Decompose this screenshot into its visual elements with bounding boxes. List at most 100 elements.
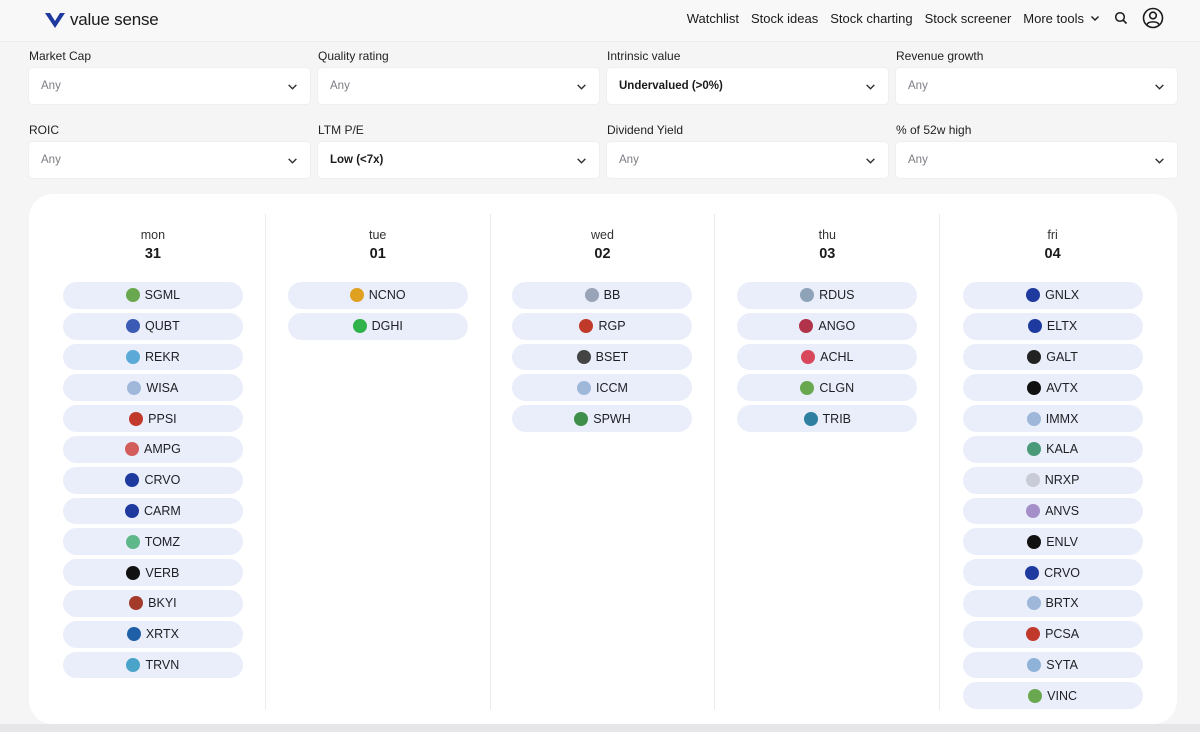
ticker-pill[interactable]: GNLX — [962, 282, 1143, 309]
ticker-pill[interactable]: TRVN — [62, 651, 243, 679]
company-logo-icon — [1026, 503, 1041, 518]
filter-value: Any — [619, 154, 639, 166]
ticker-pill[interactable]: KALA — [962, 435, 1143, 463]
company-logo-icon — [349, 288, 364, 303]
company-logo-icon — [1027, 657, 1042, 672]
filter-select-ltm-p-e[interactable]: Low (<7x) — [318, 142, 599, 178]
ticker-pill[interactable]: NRXP — [962, 466, 1143, 494]
ticker-pill[interactable]: ACHL — [737, 343, 918, 371]
nav-more-tools[interactable]: More tools — [1023, 11, 1100, 26]
ticker-pill[interactable]: RDUS — [737, 282, 918, 309]
ticker-pill[interactable]: BKYI — [62, 589, 243, 617]
filter-value: Any — [330, 80, 350, 92]
ticker-pill[interactable]: VINC — [962, 682, 1143, 710]
filter-select-market-cap[interactable]: Any — [29, 68, 310, 104]
company-logo-icon — [1027, 534, 1042, 549]
chevron-down-icon — [287, 155, 298, 166]
ticker-pill[interactable]: QUBT — [62, 312, 243, 340]
day-column-wed: wed 02 BB RGP BSET ICCM SPWH — [491, 214, 716, 710]
company-logo-icon — [1026, 411, 1041, 426]
ticker-pill[interactable]: BB — [512, 282, 693, 309]
company-logo-icon — [576, 349, 591, 364]
filter-select-of-52w-high[interactable]: Any — [896, 142, 1177, 178]
ticker-pill[interactable]: CRVO — [62, 466, 243, 494]
filter-select-revenue-growth[interactable]: Any — [896, 68, 1177, 104]
day-column-tue: tue 01 NCNO DGHI — [266, 214, 491, 710]
filter-revenue-growth: Revenue growth Any — [896, 48, 1177, 122]
ticker-pill[interactable]: AMPG — [62, 435, 243, 463]
nav-stock-charting[interactable]: Stock charting — [830, 10, 913, 26]
ticker-pill[interactable]: GALT — [962, 343, 1143, 371]
earnings-calendar: mon 31 SGML QUBT REKR WISA PPSI AMPG CRVO CARM TOM… — [29, 194, 1177, 724]
company-logo-icon — [124, 503, 139, 518]
filter-value: Any — [41, 80, 61, 92]
ticker-pill[interactable]: IMMX — [962, 405, 1143, 432]
company-logo-icon — [127, 380, 142, 395]
day-name: fri — [1047, 228, 1058, 242]
chevron-down-icon — [1154, 81, 1165, 92]
company-logo-icon — [1027, 319, 1042, 334]
filter-label: % of 52w high — [896, 123, 972, 137]
filter-quality-rating: Quality rating Any — [318, 48, 599, 122]
ticker-pill[interactable]: TOMZ — [62, 528, 243, 556]
ticker-symbol: CARM — [143, 503, 181, 518]
ticker-symbol: CRVO — [144, 473, 181, 488]
ticker-pill[interactable]: ENLV — [962, 528, 1143, 556]
ticker-pill[interactable]: AVTX — [962, 374, 1143, 402]
ticker-list: NCNO DGHI — [287, 282, 468, 340]
ticker-pill[interactable]: DGHI — [287, 312, 468, 340]
ticker-pill[interactable]: SPWH — [512, 405, 693, 432]
ticker-pill[interactable]: ICCM — [512, 374, 693, 402]
ticker-pill[interactable]: BRTX — [962, 589, 1143, 617]
ticker-pill[interactable]: CARM — [62, 497, 243, 525]
ticker-pill[interactable]: SYTA — [962, 651, 1143, 679]
filter-select-roic[interactable]: Any — [29, 142, 310, 178]
ticker-pill[interactable]: REKR — [62, 343, 243, 371]
filter-value: Low (<7x) — [330, 154, 384, 166]
filter-dividend-yield: Dividend Yield Any — [607, 122, 888, 196]
ticker-symbol: BKYI — [148, 596, 177, 611]
brand-logo[interactable]: value sense — [44, 9, 159, 31]
page-bottom-edge — [0, 724, 1200, 732]
ticker-pill[interactable]: BSET — [512, 343, 693, 371]
ticker-symbol: TOMZ — [144, 534, 180, 549]
search-icon[interactable] — [1114, 11, 1128, 25]
ticker-pill[interactable]: TRIB — [737, 405, 918, 432]
value-sense-logo-icon — [45, 13, 65, 28]
nav-stock-ideas[interactable]: Stock ideas — [751, 10, 819, 26]
ticker-symbol: ACHL — [820, 349, 854, 364]
ticker-pill[interactable]: ANVS — [962, 497, 1143, 525]
nav-more-tools-label: More tools — [1023, 10, 1084, 26]
ticker-pill[interactable]: CLGN — [737, 374, 918, 402]
nav-watchlist[interactable]: Watchlist — [686, 10, 740, 26]
filter-select-quality-rating[interactable]: Any — [318, 68, 599, 104]
ticker-symbol: NRXP — [1044, 473, 1080, 488]
user-icon[interactable] — [1142, 7, 1164, 29]
ticker-pill[interactable]: ANGO — [737, 312, 918, 340]
ticker-pill[interactable]: NCNO — [287, 282, 468, 309]
filter-value: Undervalued (>0%) — [619, 80, 723, 92]
ticker-pill[interactable]: CRVO — [962, 559, 1143, 586]
chevron-down-icon — [1154, 155, 1165, 166]
company-logo-icon — [352, 319, 367, 334]
ticker-symbol: WISA — [146, 380, 179, 395]
top-navigation-bar: value sense Watchlist Stock ideas Stock … — [0, 0, 1200, 42]
ticker-pill[interactable]: RGP — [512, 312, 693, 340]
ticker-symbol: RGP — [598, 319, 626, 334]
ticker-pill[interactable]: WISA — [62, 374, 243, 402]
chevron-down-icon — [576, 155, 587, 166]
company-logo-icon — [1026, 596, 1041, 611]
ticker-pill[interactable]: PPSI — [62, 405, 243, 432]
ticker-symbol: VERB — [145, 565, 180, 580]
ticker-pill[interactable]: ELTX — [962, 312, 1143, 340]
ticker-pill[interactable]: SGML — [62, 282, 243, 309]
filter-select-dividend-yield[interactable]: Any — [607, 142, 888, 178]
nav-stock-screener[interactable]: Stock screener — [924, 10, 1012, 26]
ticker-pill[interactable]: XRTX — [62, 620, 243, 648]
ticker-pill[interactable]: PCSA — [962, 620, 1143, 648]
filter-select-intrinsic-value[interactable]: Undervalued (>0%) — [607, 68, 888, 104]
day-number: 01 — [369, 246, 386, 262]
ticker-pill[interactable]: VERB — [62, 559, 243, 586]
ticker-symbol: ELTX — [1046, 319, 1078, 334]
company-logo-icon — [126, 627, 141, 642]
